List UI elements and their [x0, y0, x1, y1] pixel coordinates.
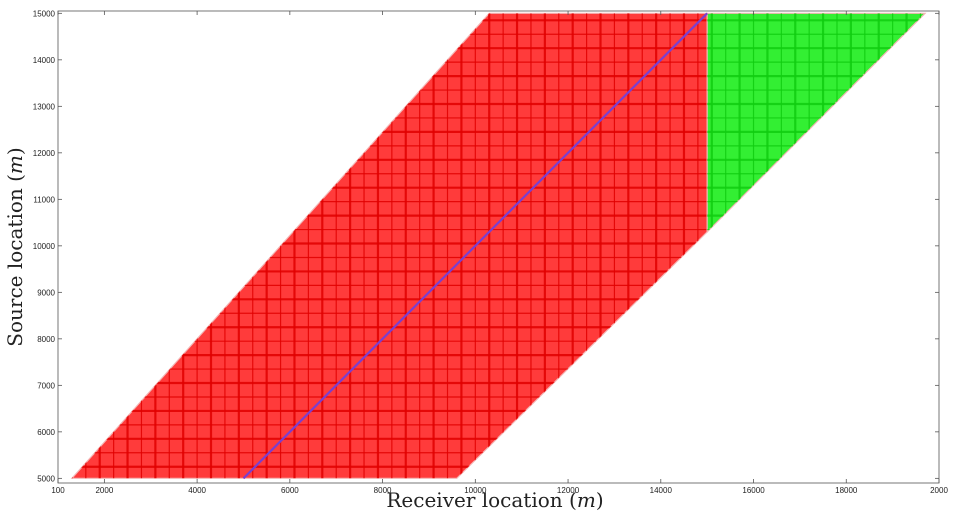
x-tick-label: 10000: [464, 486, 487, 495]
x-axis-unit-close: ): [596, 488, 604, 512]
y-tick-label: 8000: [37, 335, 55, 344]
y-tick-label: 5000: [37, 474, 55, 483]
x-tick-label: 12000: [557, 486, 580, 495]
y-tick-label: 12000: [33, 149, 56, 158]
plot-frame: [57, 10, 940, 484]
y-axis-label: Source location: [3, 188, 27, 347]
y-tick-label: 6000: [37, 428, 55, 437]
x-axis-unit-open: (: [563, 488, 577, 512]
y-axis-unit-close: ): [3, 147, 27, 155]
y-axis-unit: m: [3, 155, 27, 174]
y-tick-label: 9000: [37, 288, 55, 297]
x-axis-label: Receiver location: [386, 488, 562, 512]
x-axis-unit: m: [577, 488, 596, 512]
y-tick-label: 7000: [37, 381, 55, 390]
x-tick-label: 18000: [835, 486, 858, 495]
region-green: [706, 12, 927, 234]
x-tick-label: 14000: [650, 486, 673, 495]
x-axis-title: Receiver location (m): [386, 488, 603, 512]
y-axis-unit-open: (: [3, 174, 27, 188]
x-tick-label: 2000: [930, 486, 948, 495]
lines-layer: [242, 12, 708, 480]
y-axis-title: Source location (m): [3, 147, 27, 346]
ticks-layer: 100 2000 4000 6000 8000 10000 12000 14000 16000 1…: [33, 9, 949, 495]
diagonal-line: [242, 12, 708, 480]
x-tick-label: 6000: [281, 486, 299, 495]
y-tick-label: 11000: [33, 195, 55, 204]
y-tick-label: 10000: [33, 242, 56, 251]
x-tick-label: 16000: [742, 486, 765, 495]
y-tick-label: 14000: [33, 56, 56, 65]
y-tick-label: 13000: [33, 102, 56, 111]
y-tick-label: 15000: [33, 9, 56, 18]
x-tick-label: 2000: [95, 486, 113, 495]
x-tick-label: 4000: [188, 486, 206, 495]
x-tick-label: 8000: [374, 486, 392, 495]
x-tick-label: 100: [51, 486, 65, 495]
